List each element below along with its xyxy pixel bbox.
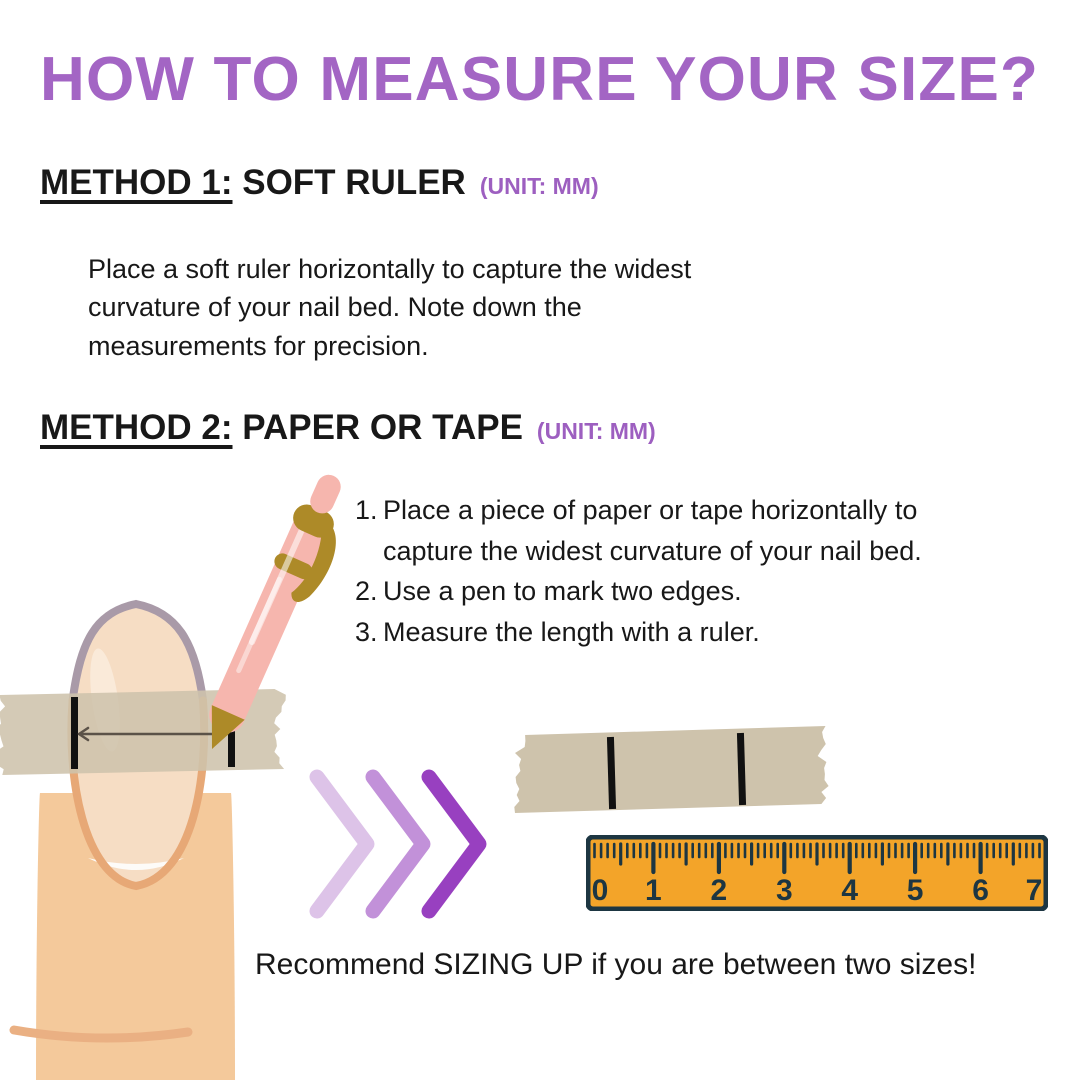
svg-text:3: 3	[776, 874, 793, 907]
svg-text:7: 7	[1026, 874, 1043, 907]
svg-text:6: 6	[972, 874, 989, 907]
svg-text:0: 0	[592, 874, 609, 907]
svg-text:1: 1	[645, 874, 662, 907]
svg-text:4: 4	[841, 874, 858, 907]
svg-text:5: 5	[907, 874, 924, 907]
svg-text:2: 2	[711, 874, 728, 907]
